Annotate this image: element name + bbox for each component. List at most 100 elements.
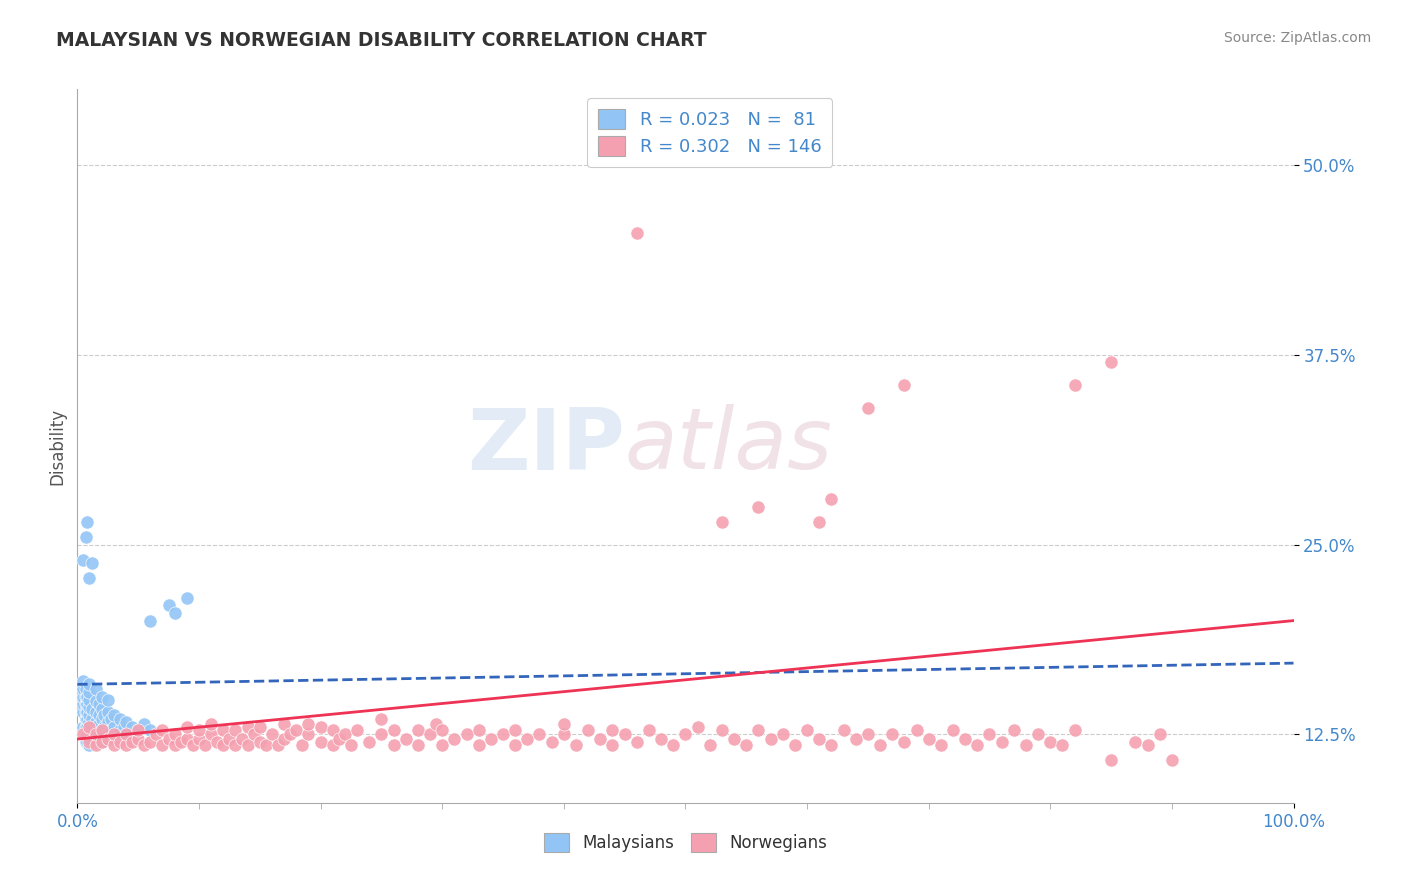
Point <box>456 727 478 741</box>
Point <box>224 723 246 737</box>
Point <box>89 727 111 741</box>
Point <box>503 723 526 737</box>
Point <box>1099 753 1122 767</box>
Point <box>79 720 101 734</box>
Point <box>76 735 98 749</box>
Point <box>127 732 149 747</box>
Point <box>370 727 392 741</box>
Point <box>1136 738 1159 752</box>
Point <box>84 738 107 752</box>
Point <box>467 738 489 752</box>
Point <box>157 599 180 613</box>
Point <box>84 705 107 719</box>
Point <box>72 553 94 567</box>
Point <box>76 712 98 726</box>
Point <box>72 690 94 704</box>
Point <box>139 614 162 628</box>
Point <box>80 735 103 749</box>
Point <box>75 681 97 696</box>
Point <box>72 727 94 741</box>
Point <box>79 723 101 737</box>
Point <box>529 727 551 741</box>
Point <box>273 716 295 731</box>
Legend: Malaysians, Norwegians: Malaysians, Norwegians <box>537 827 834 859</box>
Point <box>145 727 167 741</box>
Point <box>328 732 350 747</box>
Point <box>79 715 101 730</box>
Point <box>783 738 806 752</box>
Point <box>170 735 193 749</box>
Point <box>80 556 103 570</box>
Point <box>80 701 103 715</box>
Point <box>322 738 344 752</box>
Point <box>76 705 98 719</box>
Point <box>540 735 562 749</box>
Point <box>370 712 392 726</box>
Point <box>882 727 904 741</box>
Point <box>163 738 186 752</box>
Point <box>236 738 259 752</box>
Point <box>90 690 112 704</box>
Text: atlas: atlas <box>624 404 832 488</box>
Point <box>84 735 107 749</box>
Point <box>686 720 709 734</box>
Point <box>89 716 111 731</box>
Point <box>285 723 308 737</box>
Point <box>382 723 405 737</box>
Point <box>589 732 612 747</box>
Point <box>84 715 107 730</box>
Point <box>108 723 131 737</box>
Point <box>602 738 624 752</box>
Point <box>134 738 156 752</box>
Point <box>212 723 235 737</box>
Point <box>79 685 101 699</box>
Point <box>236 720 259 734</box>
Text: MALAYSIAN VS NORWEGIAN DISABILITY CORRELATION CHART: MALAYSIAN VS NORWEGIAN DISABILITY CORREL… <box>56 31 707 50</box>
Point <box>93 707 115 722</box>
Point <box>152 723 174 737</box>
Point <box>163 727 186 741</box>
Point <box>613 727 636 741</box>
Point <box>84 727 107 741</box>
Point <box>346 723 368 737</box>
Point <box>89 707 111 722</box>
Point <box>918 732 941 747</box>
Point <box>1125 735 1147 749</box>
Point <box>675 727 697 741</box>
Point <box>322 723 344 737</box>
Point <box>127 723 149 737</box>
Point <box>139 723 162 737</box>
Point <box>333 727 356 741</box>
Point <box>157 732 180 747</box>
Point <box>79 692 101 706</box>
Point <box>108 735 131 749</box>
Point <box>121 720 143 734</box>
Point <box>75 712 97 726</box>
Point <box>723 732 745 747</box>
Point <box>990 735 1012 749</box>
Point <box>212 738 235 752</box>
Point <box>176 591 198 605</box>
Point <box>176 732 198 747</box>
Point <box>84 681 107 696</box>
Point <box>747 500 769 514</box>
Point <box>1002 723 1025 737</box>
Point <box>576 723 599 737</box>
Point <box>699 738 721 752</box>
Point <box>553 716 575 731</box>
Point <box>735 738 758 752</box>
Point <box>79 707 101 722</box>
Point <box>1161 753 1184 767</box>
Point <box>72 697 94 711</box>
Point <box>115 727 138 741</box>
Point <box>72 720 94 734</box>
Point <box>90 712 112 726</box>
Point <box>808 515 831 529</box>
Point <box>139 735 162 749</box>
Point <box>1052 738 1074 752</box>
Point <box>602 723 624 737</box>
Point <box>953 732 976 747</box>
Point <box>820 492 842 507</box>
Point <box>75 697 97 711</box>
Point <box>359 735 381 749</box>
